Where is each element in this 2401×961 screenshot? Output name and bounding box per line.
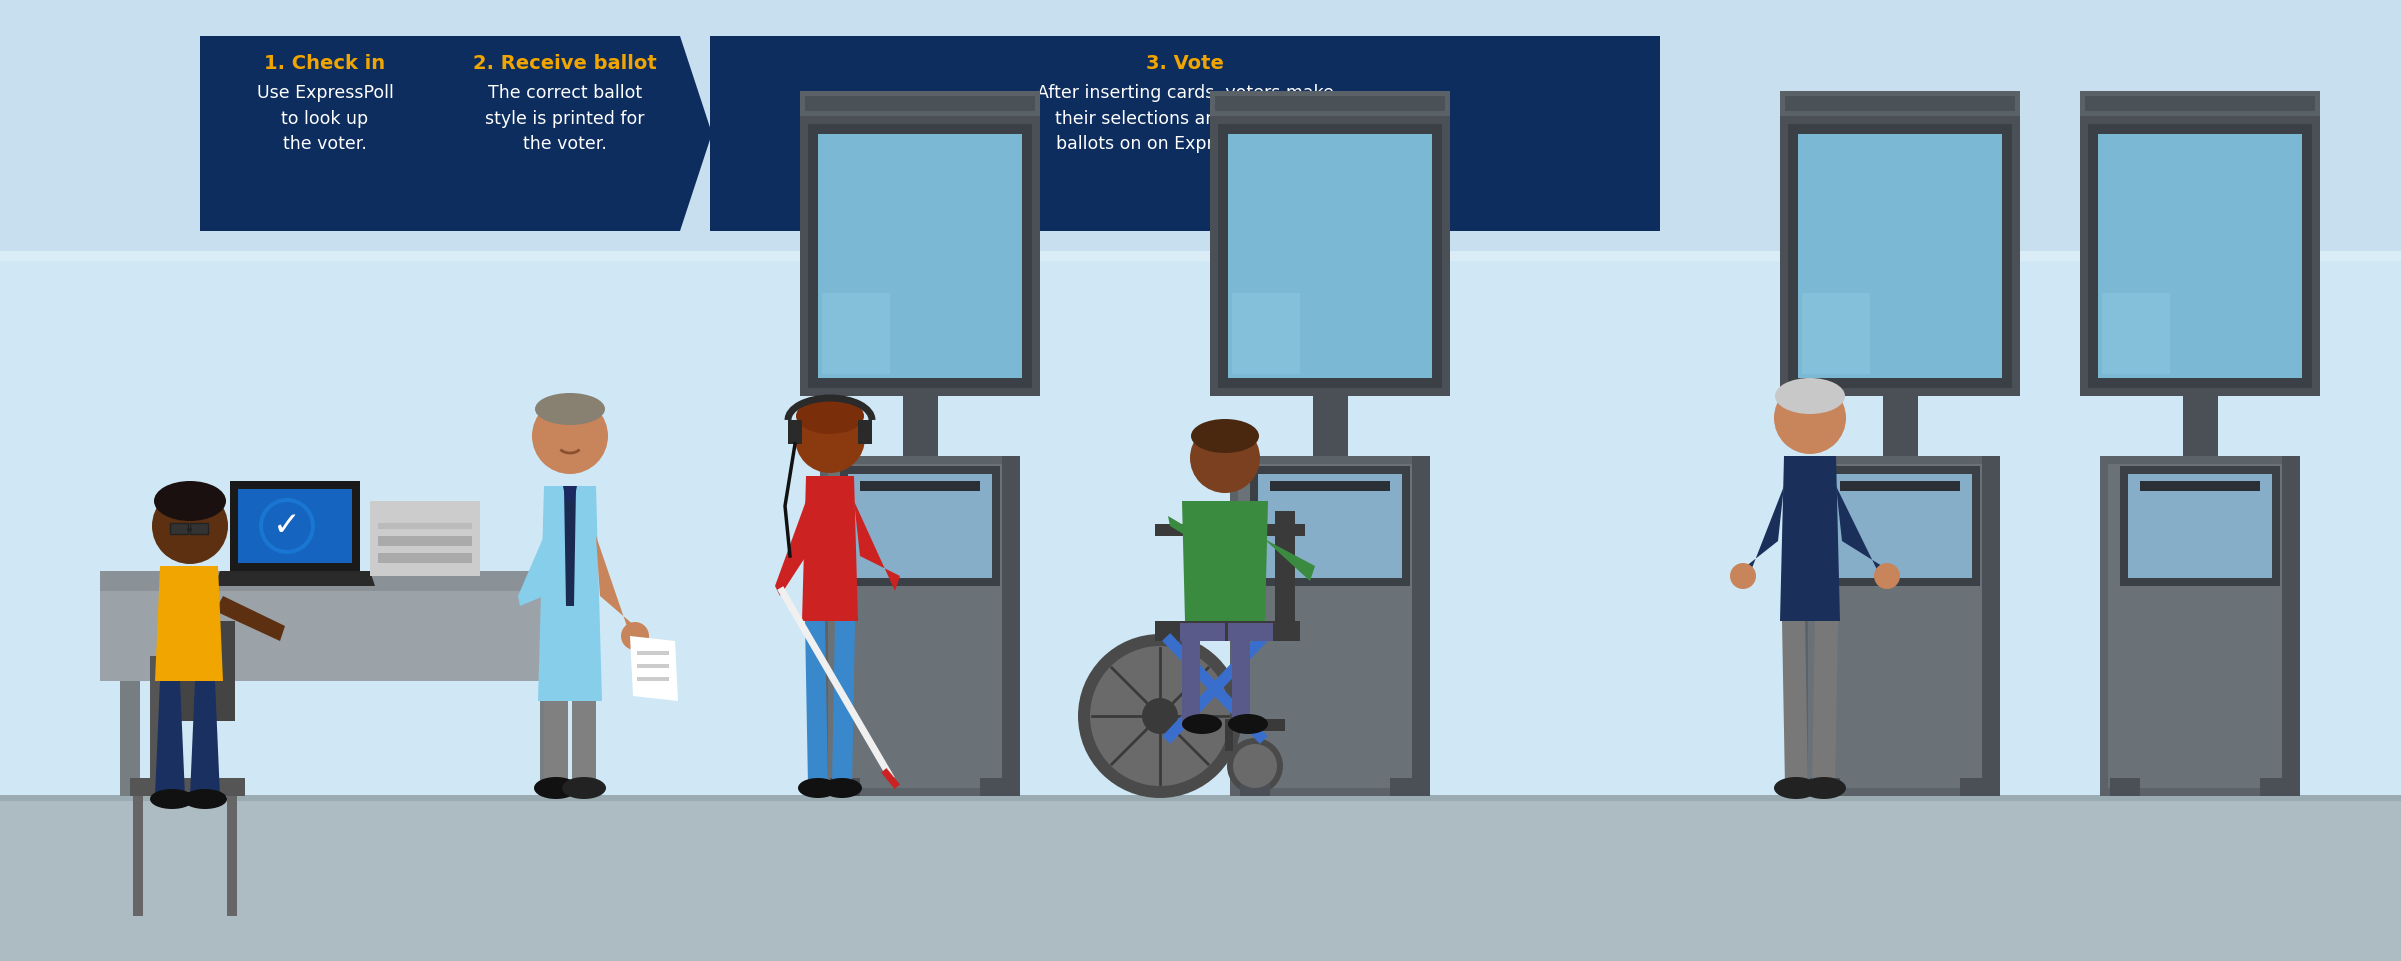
Ellipse shape: [1191, 419, 1258, 453]
FancyBboxPatch shape: [2259, 778, 2291, 796]
Text: After inserting cards, voters make
their selections and cast their
ballots on on: After inserting cards, voters make their…: [1037, 84, 1333, 154]
Polygon shape: [216, 571, 375, 586]
FancyBboxPatch shape: [2101, 293, 2171, 374]
FancyBboxPatch shape: [800, 91, 1040, 116]
FancyBboxPatch shape: [2139, 481, 2259, 491]
Text: 2. Receive ballot: 2. Receive ballot: [473, 54, 658, 73]
Polygon shape: [1782, 621, 1808, 786]
FancyBboxPatch shape: [636, 664, 670, 668]
FancyBboxPatch shape: [190, 523, 209, 534]
FancyBboxPatch shape: [2084, 96, 2315, 111]
Text: ✓: ✓: [274, 509, 300, 543]
FancyBboxPatch shape: [2079, 116, 2319, 396]
FancyBboxPatch shape: [1232, 640, 1251, 728]
Circle shape: [1774, 382, 1846, 454]
Polygon shape: [833, 621, 855, 786]
FancyBboxPatch shape: [149, 656, 166, 796]
Circle shape: [533, 398, 607, 474]
Polygon shape: [1813, 621, 1839, 786]
FancyBboxPatch shape: [1412, 456, 1431, 796]
FancyBboxPatch shape: [1258, 474, 1402, 578]
Polygon shape: [571, 701, 595, 796]
Ellipse shape: [533, 777, 579, 799]
FancyBboxPatch shape: [2281, 456, 2300, 796]
FancyBboxPatch shape: [130, 778, 245, 796]
FancyBboxPatch shape: [170, 523, 187, 534]
FancyBboxPatch shape: [636, 677, 670, 681]
FancyBboxPatch shape: [840, 466, 999, 586]
FancyBboxPatch shape: [821, 456, 1020, 796]
Text: 3. Vote: 3. Vote: [1145, 54, 1225, 73]
FancyBboxPatch shape: [238, 489, 353, 563]
Polygon shape: [216, 596, 286, 641]
FancyBboxPatch shape: [828, 464, 1011, 788]
FancyBboxPatch shape: [1227, 623, 1273, 641]
Polygon shape: [1167, 516, 1196, 541]
FancyBboxPatch shape: [636, 651, 670, 655]
FancyBboxPatch shape: [1798, 134, 2002, 378]
FancyBboxPatch shape: [831, 778, 860, 796]
Polygon shape: [1181, 501, 1268, 621]
FancyBboxPatch shape: [711, 36, 1659, 231]
Polygon shape: [439, 36, 713, 231]
Circle shape: [264, 502, 312, 550]
Polygon shape: [1837, 486, 1890, 586]
FancyBboxPatch shape: [1225, 729, 1234, 751]
FancyBboxPatch shape: [1239, 778, 1270, 796]
FancyBboxPatch shape: [1251, 466, 1409, 586]
Ellipse shape: [1774, 378, 1844, 414]
FancyBboxPatch shape: [1001, 456, 1020, 796]
Polygon shape: [190, 681, 221, 796]
FancyBboxPatch shape: [1181, 640, 1200, 728]
Polygon shape: [1741, 486, 1784, 586]
FancyBboxPatch shape: [1270, 481, 1390, 491]
FancyBboxPatch shape: [2098, 134, 2303, 378]
FancyBboxPatch shape: [1839, 481, 1959, 491]
FancyBboxPatch shape: [788, 420, 802, 444]
Polygon shape: [562, 486, 576, 501]
FancyBboxPatch shape: [1210, 116, 1450, 396]
Polygon shape: [776, 501, 807, 596]
FancyBboxPatch shape: [1789, 124, 2012, 388]
FancyBboxPatch shape: [1779, 116, 2019, 396]
FancyBboxPatch shape: [1275, 511, 1294, 641]
FancyBboxPatch shape: [0, 795, 2401, 801]
FancyBboxPatch shape: [1820, 466, 1981, 586]
Polygon shape: [802, 476, 857, 621]
FancyBboxPatch shape: [377, 536, 473, 546]
Ellipse shape: [1774, 777, 1818, 799]
FancyBboxPatch shape: [101, 571, 581, 591]
Ellipse shape: [821, 778, 862, 798]
FancyBboxPatch shape: [1803, 293, 1870, 374]
FancyBboxPatch shape: [821, 293, 891, 374]
Polygon shape: [545, 701, 569, 796]
Ellipse shape: [1227, 714, 1268, 734]
Circle shape: [622, 622, 648, 650]
Polygon shape: [199, 36, 473, 231]
Circle shape: [1191, 423, 1261, 493]
Polygon shape: [595, 536, 634, 641]
FancyBboxPatch shape: [804, 96, 1035, 111]
Circle shape: [1078, 634, 1241, 798]
Circle shape: [1090, 646, 1229, 786]
Polygon shape: [1779, 456, 1839, 621]
FancyBboxPatch shape: [1229, 456, 1431, 796]
FancyBboxPatch shape: [2089, 124, 2312, 388]
FancyBboxPatch shape: [1210, 91, 1450, 116]
FancyBboxPatch shape: [230, 481, 360, 571]
FancyBboxPatch shape: [1784, 96, 2014, 111]
Polygon shape: [629, 636, 677, 701]
Circle shape: [1731, 563, 1755, 589]
Polygon shape: [1251, 526, 1316, 581]
FancyBboxPatch shape: [0, 0, 2401, 261]
Ellipse shape: [154, 481, 226, 521]
Ellipse shape: [1803, 777, 1846, 799]
Circle shape: [1227, 738, 1282, 794]
Circle shape: [151, 488, 228, 564]
Polygon shape: [519, 536, 545, 606]
FancyBboxPatch shape: [1827, 474, 1971, 578]
FancyBboxPatch shape: [1808, 464, 1993, 788]
FancyBboxPatch shape: [377, 523, 473, 529]
FancyBboxPatch shape: [132, 796, 144, 916]
